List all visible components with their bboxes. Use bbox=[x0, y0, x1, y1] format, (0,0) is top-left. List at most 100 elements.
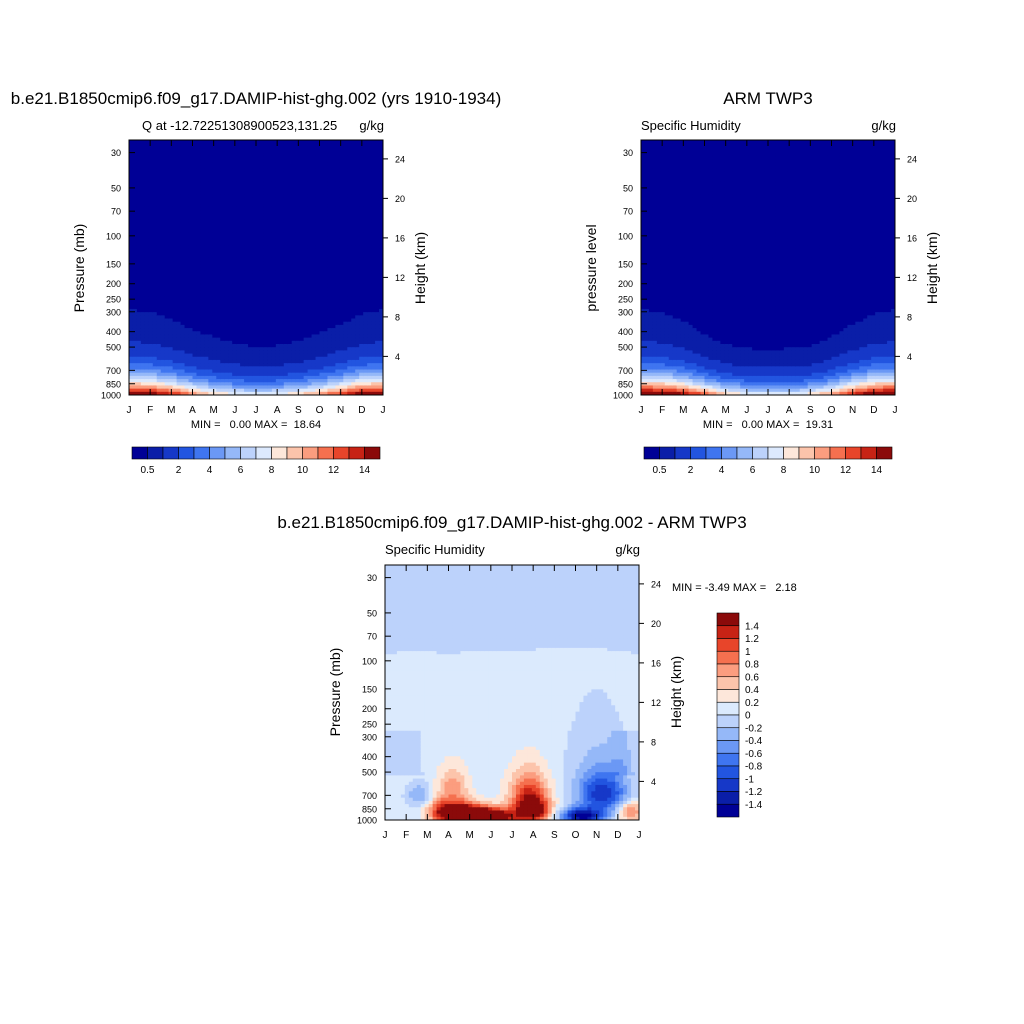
field-cell bbox=[144, 152, 150, 157]
field-cell bbox=[248, 210, 253, 214]
field-cell bbox=[307, 245, 313, 249]
field-cell bbox=[319, 353, 325, 358]
field-cell bbox=[184, 216, 190, 221]
field-cell bbox=[160, 283, 166, 288]
field-cell bbox=[355, 155, 360, 160]
field-cell bbox=[327, 194, 333, 198]
field-cell bbox=[136, 366, 142, 371]
field-cell bbox=[176, 245, 182, 249]
field-cell bbox=[188, 366, 194, 371]
field-cell bbox=[331, 315, 336, 320]
field-cell bbox=[287, 175, 293, 179]
field-cell bbox=[371, 382, 376, 387]
field-cell bbox=[252, 232, 257, 237]
field-cell bbox=[204, 140, 209, 144]
field-cell bbox=[295, 229, 301, 234]
field-cell bbox=[359, 379, 364, 383]
field-cell bbox=[307, 321, 313, 326]
field-cell bbox=[283, 283, 289, 288]
field-cell bbox=[371, 149, 376, 154]
field-cell bbox=[291, 391, 297, 395]
field-cell bbox=[136, 181, 142, 186]
field-cell bbox=[172, 289, 178, 294]
field-cell bbox=[136, 191, 142, 195]
field-cell bbox=[351, 353, 356, 358]
field-cell bbox=[371, 318, 376, 323]
field-cell bbox=[248, 353, 253, 358]
field-cell bbox=[291, 245, 297, 249]
field-cell bbox=[367, 305, 372, 310]
field-cell bbox=[299, 203, 305, 208]
field-cell bbox=[212, 363, 217, 367]
field-cell bbox=[144, 391, 150, 395]
field-cell bbox=[263, 363, 269, 367]
field-cell bbox=[307, 229, 313, 234]
field-cell bbox=[196, 191, 202, 195]
field-cell bbox=[327, 372, 333, 377]
field-cell bbox=[168, 318, 174, 323]
field-cell bbox=[339, 194, 344, 198]
field-cell bbox=[343, 165, 348, 170]
field-cell bbox=[355, 379, 360, 383]
field-cell bbox=[267, 257, 273, 262]
field-cell bbox=[248, 206, 253, 211]
field-cell bbox=[303, 283, 309, 288]
field-cell bbox=[323, 280, 329, 285]
field-cell bbox=[212, 337, 217, 342]
field-cell bbox=[196, 254, 202, 259]
field-cell bbox=[339, 328, 344, 332]
field-cell bbox=[228, 162, 233, 167]
field-cell bbox=[224, 242, 229, 246]
field-cell bbox=[228, 232, 233, 237]
field-cell bbox=[188, 222, 194, 227]
field-cell bbox=[259, 146, 265, 151]
field-cell bbox=[287, 254, 293, 259]
field-cell bbox=[283, 308, 289, 313]
field-cell bbox=[232, 337, 237, 342]
field-cell bbox=[367, 159, 372, 163]
field-cell bbox=[347, 238, 352, 243]
field-cell bbox=[291, 210, 297, 214]
field-cell bbox=[240, 289, 245, 294]
field-cell bbox=[351, 308, 356, 313]
field-cell bbox=[299, 391, 305, 395]
field-cell bbox=[220, 248, 225, 253]
field-cell bbox=[192, 257, 198, 262]
field-cell bbox=[275, 299, 281, 304]
field-cell bbox=[232, 242, 237, 246]
field-cell bbox=[339, 350, 344, 355]
field-cell bbox=[132, 251, 138, 256]
field-cell bbox=[331, 369, 336, 374]
field-cell bbox=[279, 219, 285, 224]
field-cell bbox=[303, 235, 309, 240]
field-cell bbox=[275, 369, 281, 374]
field-cell bbox=[283, 257, 289, 262]
field-cell bbox=[160, 181, 166, 186]
field-cell bbox=[343, 222, 348, 227]
field-cell bbox=[267, 242, 273, 246]
field-cell bbox=[256, 238, 261, 243]
field-cell bbox=[164, 245, 170, 249]
field-cell bbox=[315, 155, 321, 160]
field-cell bbox=[323, 219, 329, 224]
field-cell bbox=[271, 213, 277, 218]
field-cell bbox=[136, 251, 142, 256]
field-cell bbox=[319, 379, 325, 383]
field-cell bbox=[291, 187, 297, 192]
field-cell bbox=[156, 235, 162, 240]
field-cell bbox=[180, 159, 186, 163]
field-cell bbox=[307, 251, 313, 256]
field-cell bbox=[359, 257, 364, 262]
field-cell bbox=[228, 347, 233, 351]
field-cell bbox=[267, 216, 273, 221]
field-cell bbox=[339, 219, 344, 224]
field-cell bbox=[303, 366, 309, 371]
field-cell bbox=[220, 337, 225, 342]
field-cell bbox=[323, 251, 329, 256]
field-cell bbox=[232, 235, 237, 240]
field-cell bbox=[299, 305, 305, 310]
field-cell bbox=[152, 372, 158, 377]
field-cell bbox=[279, 340, 285, 345]
field-cell bbox=[267, 286, 273, 291]
field-cell bbox=[363, 293, 368, 297]
